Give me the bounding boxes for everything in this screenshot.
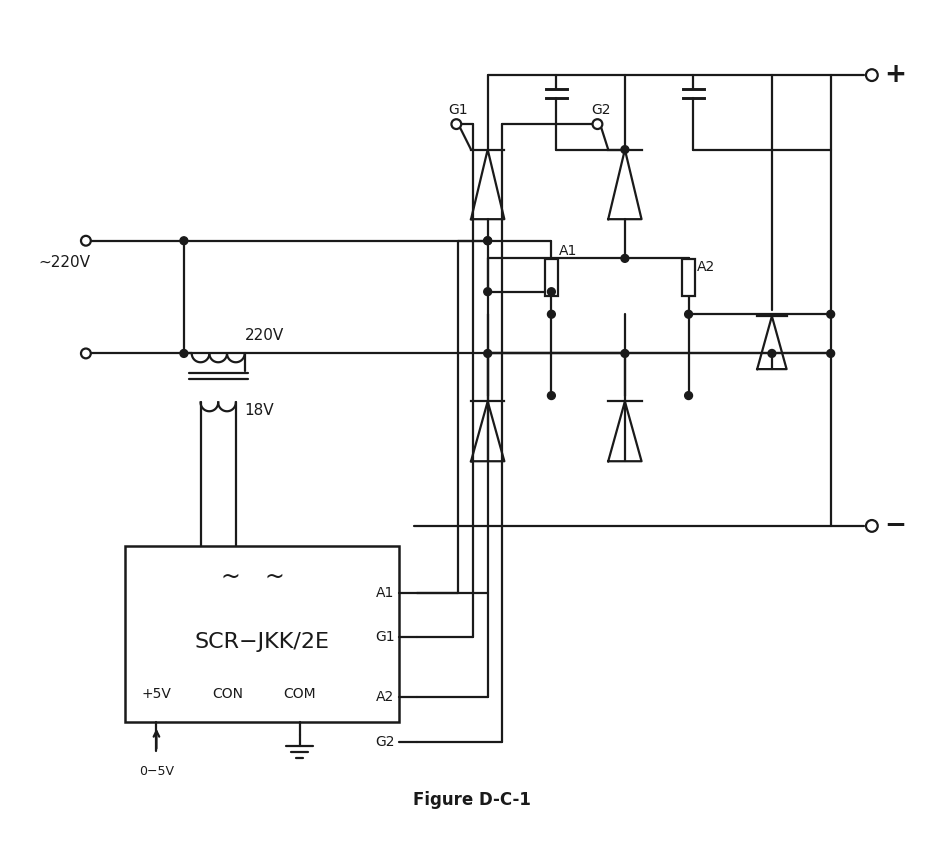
Circle shape (620, 146, 628, 153)
Circle shape (451, 120, 461, 129)
Text: −: − (884, 513, 905, 539)
Circle shape (483, 287, 491, 296)
Circle shape (684, 310, 692, 318)
Text: A1: A1 (376, 586, 395, 600)
Circle shape (179, 349, 188, 357)
Bar (125, 545, 399, 722)
Circle shape (865, 520, 877, 532)
Text: SCR−JKK/2E: SCR−JKK/2E (194, 632, 329, 651)
Text: ~: ~ (263, 565, 284, 589)
Text: ~: ~ (221, 565, 241, 589)
Circle shape (592, 120, 601, 129)
Circle shape (179, 237, 188, 245)
Text: A2: A2 (376, 690, 395, 705)
Circle shape (767, 349, 775, 357)
Circle shape (81, 349, 91, 359)
Circle shape (684, 392, 692, 399)
Text: ~220V: ~220V (39, 254, 91, 270)
Circle shape (547, 310, 555, 318)
Text: G1: G1 (448, 103, 467, 117)
Text: +: + (884, 62, 905, 88)
Circle shape (865, 70, 877, 81)
Text: Figure D-C-1: Figure D-C-1 (413, 791, 531, 809)
Text: A2: A2 (696, 260, 714, 275)
Circle shape (483, 237, 491, 245)
Circle shape (483, 349, 491, 357)
Circle shape (547, 287, 555, 296)
Circle shape (826, 349, 834, 357)
Text: G2: G2 (375, 734, 395, 749)
Text: CON: CON (212, 688, 244, 701)
Circle shape (547, 392, 555, 399)
Text: A1: A1 (559, 243, 577, 258)
Text: G1: G1 (375, 630, 395, 644)
Text: COM: COM (283, 688, 315, 701)
Circle shape (483, 237, 491, 245)
Bar (681, 259, 695, 296)
Text: +5V: +5V (142, 688, 171, 701)
Text: 220V: 220V (244, 328, 283, 343)
Text: 18V: 18V (244, 403, 274, 418)
Text: 0−5V: 0−5V (139, 765, 174, 778)
Circle shape (620, 349, 628, 357)
Circle shape (620, 254, 628, 262)
Circle shape (81, 236, 91, 246)
Text: G2: G2 (591, 103, 611, 117)
Bar (544, 259, 558, 296)
Circle shape (826, 310, 834, 318)
